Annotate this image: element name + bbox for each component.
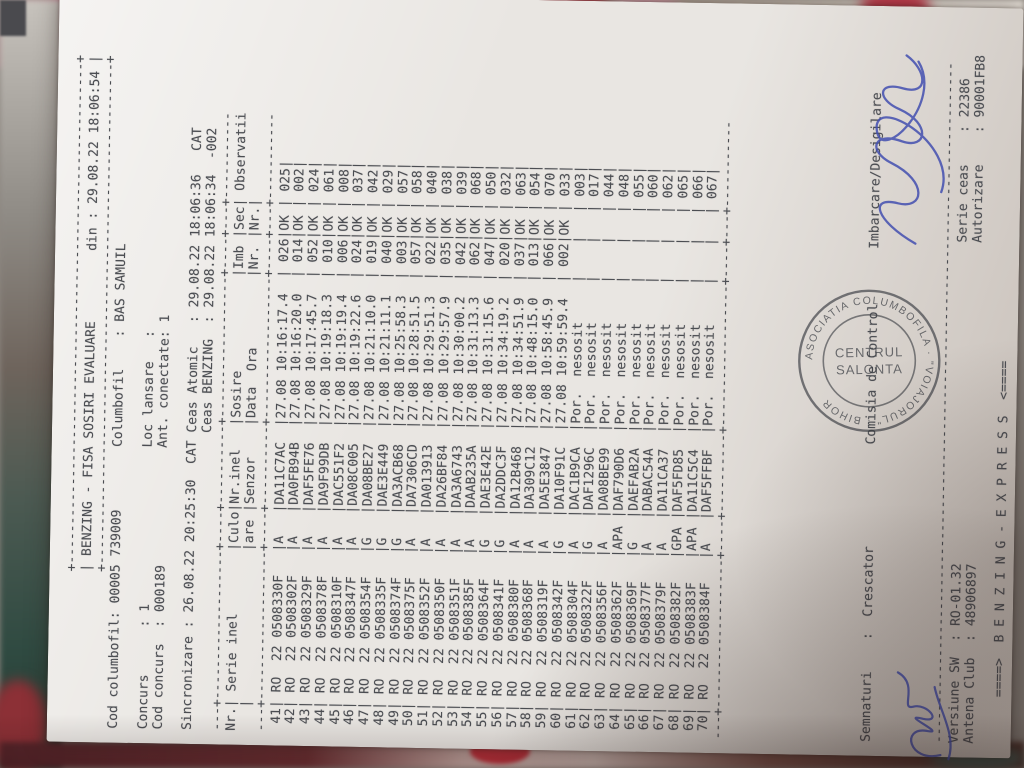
stamp-ring-text: ASOCIATIA COLUMBOFILA · "VOIAJORUL" · BI…: [802, 294, 936, 428]
stamp-outer-ring: [798, 289, 941, 433]
signature-ink-committee: [875, 54, 945, 245]
stamp-inner-ring: [822, 314, 917, 408]
receipt-paper: +---------------------------------------…: [46, 0, 1024, 761]
svg-text:ASOCIATIA COLUMBOFILA · "VOIAJ: ASOCIATIA COLUMBOFILA · "VOIAJORUL" · BI…: [802, 294, 936, 428]
club-stamp: ASOCIATIA COLUMBOFILA · "VOIAJORUL" · BI…: [793, 285, 946, 438]
stamp-center-line1: CENTRUL: [835, 344, 904, 360]
signature-ink-breeder: [896, 671, 952, 761]
stamp-center-line2: SALONTA: [836, 361, 903, 377]
table-edge-sliver: [0, 0, 26, 36]
